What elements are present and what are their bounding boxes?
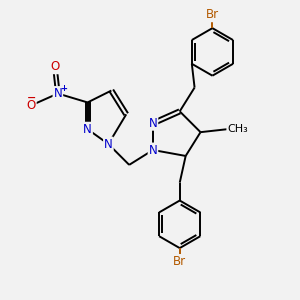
Text: N: N bbox=[148, 143, 157, 157]
Text: O: O bbox=[50, 60, 59, 73]
Text: Br: Br bbox=[206, 8, 219, 21]
Text: +: + bbox=[60, 84, 67, 93]
Text: N: N bbox=[104, 138, 113, 151]
Text: N: N bbox=[83, 123, 92, 136]
Text: Br: Br bbox=[173, 255, 186, 268]
Text: N: N bbox=[53, 87, 62, 100]
Text: −: − bbox=[26, 93, 36, 103]
Text: N: N bbox=[148, 117, 157, 130]
Text: CH₃: CH₃ bbox=[227, 124, 248, 134]
Text: O: O bbox=[26, 99, 36, 112]
